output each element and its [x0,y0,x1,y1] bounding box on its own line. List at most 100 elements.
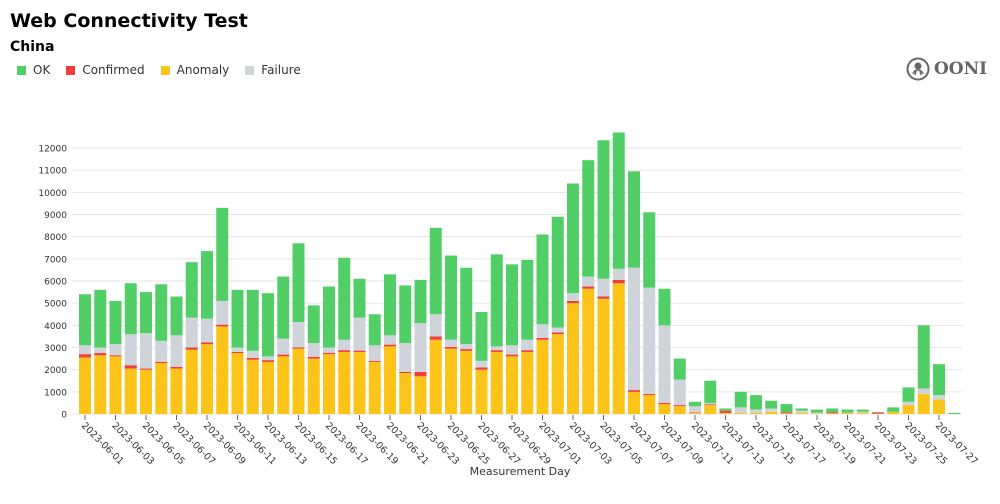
bar-ok[interactable] [780,404,793,413]
bar-group-2023-06-19[interactable] [353,278,366,414]
bar-ok[interactable] [612,132,625,269]
bar-confirmed[interactable] [246,357,259,360]
bar-failure[interactable] [628,267,640,391]
bar-failure[interactable] [185,317,198,348]
bar-confirmed[interactable] [79,354,91,358]
bar-group-2023-06-18[interactable] [338,257,351,414]
bar-failure[interactable] [551,327,564,333]
bar-failure[interactable] [292,322,305,348]
bar-failure[interactable] [902,401,915,406]
bar-group-2023-07-03[interactable] [567,183,579,414]
bar-confirmed[interactable] [826,412,839,414]
bar-group-2023-07-06[interactable] [612,132,625,414]
bar-anomaly[interactable] [140,369,152,414]
bar-ok[interactable] [856,409,869,412]
bar-ok[interactable] [917,325,930,389]
bar-failure[interactable] [811,412,823,414]
bar-failure[interactable] [475,360,488,368]
bar-failure[interactable] [567,293,579,301]
bar-ok[interactable] [445,255,457,340]
bar-confirmed[interactable] [521,350,534,352]
bar-confirmed[interactable] [124,365,137,369]
bar-ok[interactable] [155,284,168,341]
bar-anomaly[interactable] [536,339,549,414]
bar-ok[interactable] [582,160,595,277]
bar-ok[interactable] [643,212,656,288]
bar-confirmed[interactable] [506,354,518,357]
bar-group-2023-07-02[interactable] [551,216,564,414]
bar-group-2023-07-22[interactable] [856,409,869,414]
bar-group-2023-06-21[interactable] [384,274,396,414]
bar-confirmed[interactable] [780,412,793,414]
bar-anomaly[interactable] [201,344,213,414]
bar-confirmed[interactable] [368,360,381,362]
bar-ok[interactable] [231,289,244,348]
bar-failure[interactable] [506,345,518,355]
bar-confirmed[interactable] [490,350,503,352]
bar-anomaly[interactable] [384,346,396,414]
bar-ok[interactable] [109,300,122,345]
bar-confirmed[interactable] [460,349,473,351]
bar-confirmed[interactable] [201,342,213,345]
bar-confirmed[interactable] [704,404,717,406]
bar-failure[interactable] [231,347,244,352]
bar-ok[interactable] [536,234,549,325]
bar-anomaly[interactable] [307,358,320,414]
bar-ok[interactable] [399,285,412,344]
bar-group-2023-07-09[interactable] [658,288,671,414]
bar-ok[interactable] [506,264,518,346]
bar-failure[interactable] [124,334,137,366]
bar-anomaly[interactable] [856,412,869,414]
bar-anomaly[interactable] [795,412,808,414]
bar-confirmed[interactable] [673,405,686,407]
bar-failure[interactable] [414,323,427,372]
bar-confirmed[interactable] [582,286,595,289]
bar-ok[interactable] [201,251,213,319]
bar-failure[interactable] [246,350,259,358]
bar-group-2023-07-05[interactable] [597,140,610,414]
bar-anomaly[interactable] [582,288,595,414]
bar-failure[interactable] [338,339,351,351]
bar-anomaly[interactable] [765,411,778,414]
bar-failure[interactable] [521,339,534,351]
bar-anomaly[interactable] [719,412,732,414]
bar-confirmed[interactable] [216,324,229,327]
bar-ok[interactable] [292,243,305,323]
bar-group-2023-07-27[interactable] [933,364,945,414]
bar-anomaly[interactable] [506,356,518,414]
bar-group-2023-07-23[interactable] [872,412,884,414]
bar-confirmed[interactable] [719,410,732,413]
bar-anomaly[interactable] [94,355,107,414]
bar-ok[interactable] [323,286,335,348]
bar-group-2023-07-08[interactable] [643,212,656,414]
bar-failure[interactable] [734,407,747,413]
bar-confirmed[interactable] [399,371,412,373]
bar-confirmed[interactable] [597,296,610,299]
bar-failure[interactable] [323,347,335,353]
bar-anomaly[interactable] [750,412,762,414]
bar-failure[interactable] [856,411,869,413]
bar-ok[interactable] [567,183,579,294]
bar-anomaly[interactable] [79,357,91,414]
bar-ok[interactable] [933,364,945,396]
bar-failure[interactable] [216,300,229,325]
bar-confirmed[interactable] [262,360,274,362]
bar-group-2023-06-13[interactable] [262,293,274,414]
bar-ok[interactable] [734,391,747,408]
bar-failure[interactable] [277,338,290,355]
bar-ok[interactable] [902,387,915,402]
bar-ok[interactable] [170,296,183,336]
bar-failure[interactable] [673,379,686,406]
bar-group-2023-07-19[interactable] [811,409,823,414]
bar-ok[interactable] [475,312,488,361]
bar-group-2023-07-20[interactable] [826,408,839,414]
bar-failure[interactable] [262,356,274,361]
bar-group-2023-07-17[interactable] [780,404,793,414]
bar-group-2023-06-17[interactable] [323,286,335,414]
bar-group-2023-07-13[interactable] [719,408,732,414]
bar-ok[interactable] [185,262,198,318]
bar-ok[interactable] [841,409,854,413]
bar-failure[interactable] [445,339,457,347]
bar-anomaly[interactable] [460,350,473,414]
bar-anomaly[interactable] [170,368,183,414]
